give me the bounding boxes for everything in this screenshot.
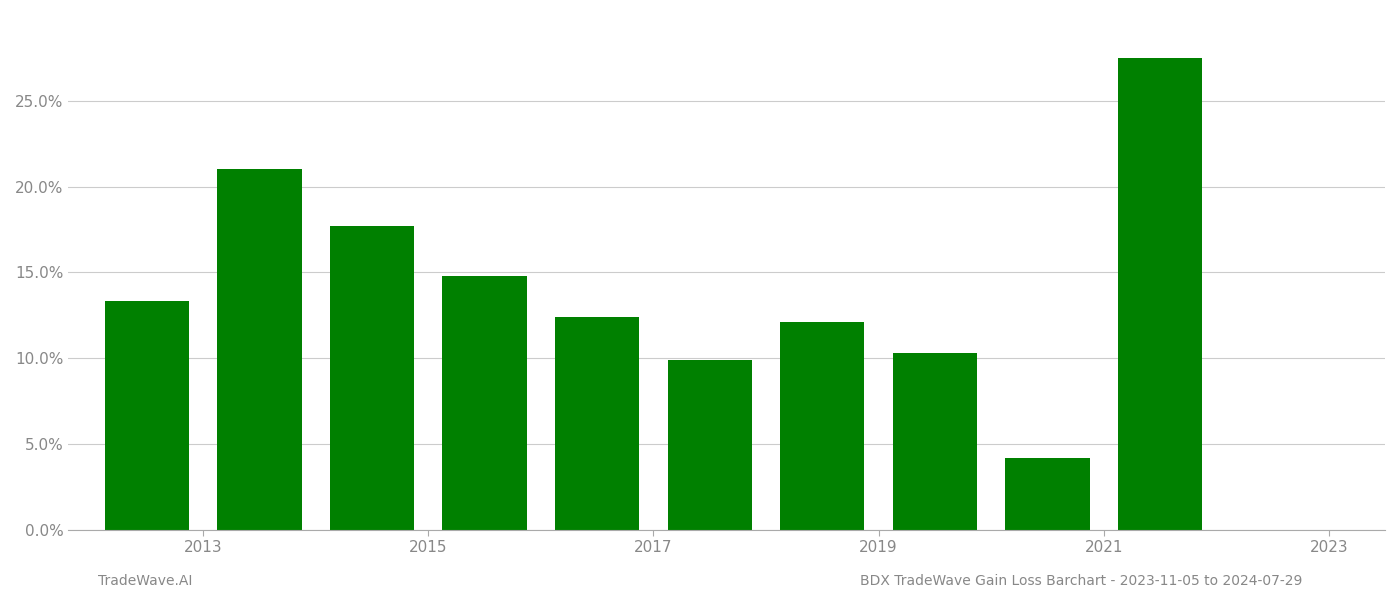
Bar [780,322,864,530]
Bar [554,317,640,530]
Bar [1005,458,1089,530]
Bar [330,226,414,530]
Bar [442,276,526,530]
Bar [893,353,977,530]
Bar [217,169,302,530]
Text: BDX TradeWave Gain Loss Barchart - 2023-11-05 to 2024-07-29: BDX TradeWave Gain Loss Barchart - 2023-… [860,574,1302,588]
Bar [668,360,752,530]
Text: TradeWave.AI: TradeWave.AI [98,574,192,588]
Bar [1117,58,1203,530]
Bar [105,301,189,530]
